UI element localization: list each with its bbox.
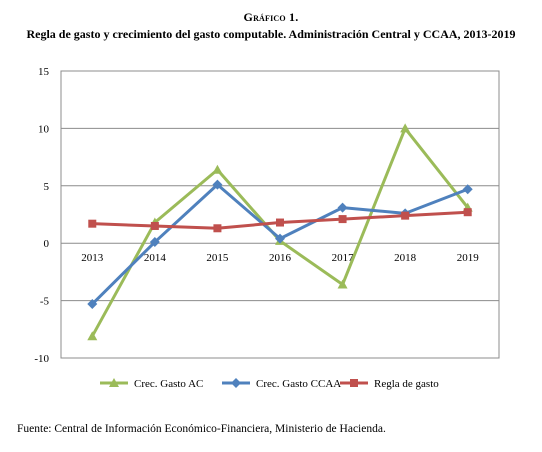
data-point: [275, 233, 285, 244]
legend-marker: [350, 379, 358, 387]
series-line-1: [90, 126, 469, 337]
legend-marker: [231, 378, 241, 388]
chart-title: Regla de gasto y crecimiento del gasto c…: [26, 27, 516, 41]
y-tick-label: -5: [40, 296, 50, 308]
data-point: [213, 224, 222, 233]
legend-marker: [109, 378, 119, 387]
y-tick-label: 5: [44, 181, 50, 193]
data-point: [338, 215, 347, 224]
data-point: [401, 211, 410, 220]
data-point: [87, 299, 98, 310]
data-point: [150, 221, 159, 230]
x-tick-label: 2016: [269, 252, 292, 264]
y-tick-label: -10: [34, 353, 49, 365]
y-tick-label: 15: [38, 66, 50, 78]
data-point: [337, 279, 348, 289]
x-tick-label: 2019: [457, 252, 480, 264]
data-point: [276, 218, 284, 227]
legend-label: Crec. Gasto AC: [134, 378, 203, 390]
data-point: [87, 331, 98, 341]
x-tick-label: 2018: [394, 252, 417, 264]
data-point: [212, 179, 223, 190]
source-note: Fuente: Central de Información Económico…: [17, 423, 386, 435]
chart-label: Gráfico 1.: [243, 10, 299, 24]
data-point: [463, 208, 472, 217]
x-tick-label: 2014: [144, 252, 167, 264]
data-point: [462, 184, 473, 195]
data-point: [88, 219, 97, 228]
legend-label: Crec. Gasto CCAA: [256, 378, 341, 390]
data-point: [337, 202, 348, 213]
legend-label: Regla de gasto: [374, 378, 439, 390]
y-tick-label: 10: [38, 123, 50, 135]
data-point: [149, 237, 160, 248]
y-tick-label: 0: [44, 238, 50, 250]
x-tick-label: 2017: [332, 252, 355, 264]
data-point: [400, 123, 411, 133]
x-tick-label: 2015: [206, 252, 229, 264]
x-tick-label: 2013: [81, 252, 104, 264]
data-point: [212, 164, 223, 174]
